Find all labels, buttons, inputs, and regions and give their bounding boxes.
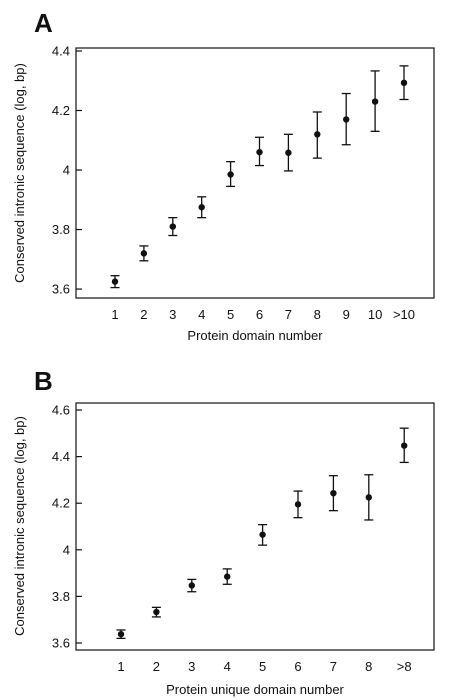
panel-b-data-point — [188, 582, 195, 589]
panel-a-x-tick-label: 6 — [256, 307, 263, 322]
panel-b-data-point — [259, 531, 266, 538]
panel-a-data-point — [198, 204, 205, 211]
panel-b-y-tick-label: 4.4 — [52, 449, 70, 464]
panel-a-data-point — [371, 98, 379, 105]
panel-a-x-ticks: 1 2 3 4 5 6 7 8 9 10 >10 — [111, 307, 415, 322]
panel-a-y-tick-label: 3.8 — [52, 222, 70, 237]
panel-a: A 3.6 3.8 4 4.2 4.4 1 2 3 4 5 6 7 8 9 10 >10 Protein d… — [12, 8, 435, 343]
panel-b-x-tick-label: 1 — [117, 659, 124, 674]
panel-b-x-ticks: 1 2 3 4 5 6 7 8 >8 — [117, 659, 411, 674]
panel-a-data-point — [169, 223, 176, 230]
panel-a-y-ticks: 3.6 3.8 4 4.2 4.4 — [52, 43, 82, 297]
panel-b-x-tick-label: 8 — [365, 659, 372, 674]
panel-a-x-tick-label: 8 — [314, 307, 321, 322]
panel-b-y-ticks: 3.6 3.8 4 4.2 4.4 4.6 — [52, 402, 82, 651]
panel-a-data-point — [227, 171, 234, 178]
panel-a-letter: A — [34, 8, 53, 38]
panel-b-data-point — [401, 442, 408, 449]
panel-b-data-points — [116, 427, 409, 639]
panel-b-data-point — [294, 501, 302, 508]
panel-a-data-point — [400, 79, 408, 87]
panel-a-y-tick-label: 3.6 — [52, 282, 70, 297]
panel-b-x-axis-title: Protein unique domain number — [166, 682, 344, 697]
panel-b-x-tick-label: 2 — [153, 659, 160, 674]
panel-a-data-points — [110, 65, 409, 289]
panel-b-data-point — [153, 608, 160, 616]
panel-b-x-tick-label: 6 — [294, 659, 301, 674]
panel-b-letter: B — [34, 366, 53, 396]
panel-b-x-tick-label: 7 — [330, 659, 337, 674]
panel-a-data-point — [285, 149, 292, 156]
panel-a-x-tick-label: 5 — [227, 307, 234, 322]
panel-a-data-point — [314, 131, 321, 138]
panel-b-plot-frame — [75, 402, 435, 651]
panel-b-x-tick-label: 3 — [188, 659, 195, 674]
panel-b: B 3.6 3.8 4 4.2 4.4 4.6 1 2 3 4 5 6 7 8 >8 Protein un… — [12, 366, 435, 697]
panel-b-y-tick-label: 4.2 — [52, 496, 70, 511]
panel-a-x-tick-label: 7 — [285, 307, 292, 322]
panel-b-y-tick-label: 4 — [63, 542, 70, 557]
panel-b-x-tick-label: >8 — [397, 659, 412, 674]
panel-a-x-axis-title: Protein domain number — [187, 328, 323, 343]
panel-a-data-point — [256, 148, 263, 156]
panel-b-y-tick-label: 3.8 — [52, 589, 70, 604]
panel-a-data-point — [140, 250, 148, 257]
panel-a-x-tick-label: 9 — [343, 307, 350, 322]
panel-a-y-tick-label: 4 — [63, 163, 70, 178]
panel-b-y-tick-label: 4.6 — [52, 402, 70, 417]
panel-a-plot-frame — [75, 47, 435, 299]
panel-b-x-tick-label: 4 — [224, 659, 231, 674]
panel-a-x-tick-label: 1 — [111, 307, 118, 322]
panel-a-x-tick-label: 3 — [169, 307, 176, 322]
panel-a-y-axis-title: Conserved intronic sequence (log, bp) — [12, 63, 27, 283]
panel-a-x-tick-label: 10 — [368, 307, 382, 322]
panel-a-y-tick-label: 4.4 — [52, 43, 70, 58]
panel-b-x-tick-label: 5 — [259, 659, 266, 674]
panel-a-x-tick-label: 2 — [140, 307, 147, 322]
panel-a-y-tick-label: 4.2 — [52, 103, 70, 118]
panel-a-data-point — [111, 278, 119, 285]
panel-b-data-point — [224, 573, 231, 580]
panel-b-data-point — [330, 489, 337, 497]
panel-b-data-point — [365, 494, 372, 501]
panel-a-x-tick-label: >10 — [393, 307, 415, 322]
panel-a-x-tick-label: 4 — [198, 307, 205, 322]
panel-b-data-point — [117, 630, 125, 638]
panel-b-y-axis-title: Conserved intronic sequence (log, bp) — [12, 416, 27, 636]
panel-a-data-point — [343, 116, 350, 123]
panel-b-y-tick-label: 3.6 — [52, 636, 70, 651]
